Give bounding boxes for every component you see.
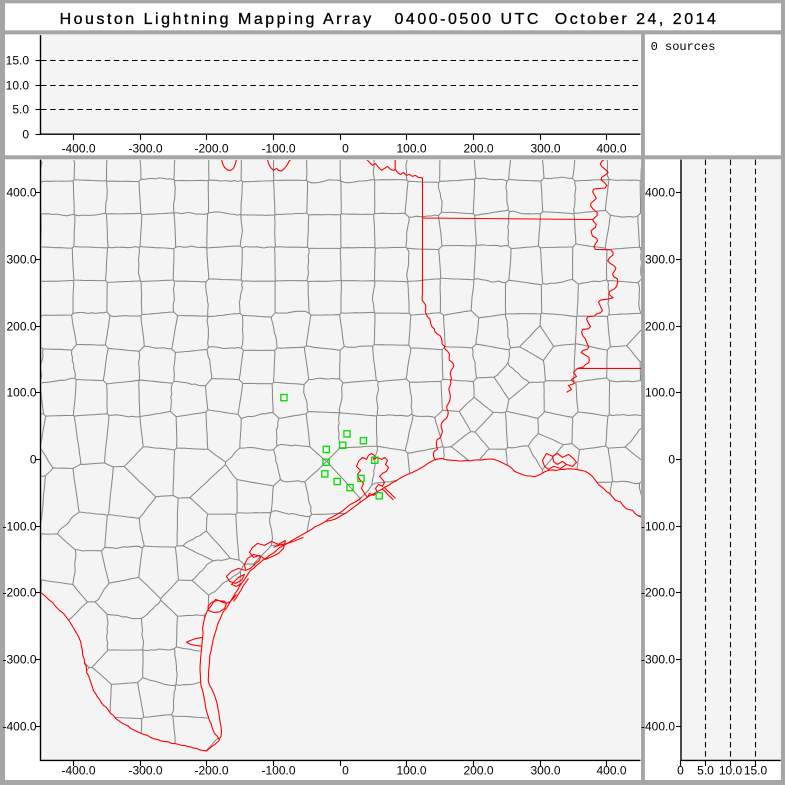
svg-text:5.0: 5.0	[12, 103, 29, 117]
svg-text:400.0: 400.0	[645, 186, 675, 200]
svg-text:400.0: 400.0	[596, 764, 626, 778]
svg-text:200.0: 200.0	[463, 764, 493, 778]
svg-text:0: 0	[677, 764, 684, 778]
svg-text:5.0: 5.0	[697, 764, 714, 778]
svg-text:0: 0	[342, 764, 349, 778]
svg-text:-100.0: -100.0	[261, 764, 295, 778]
svg-text:0: 0	[22, 128, 29, 142]
svg-text:0 sources: 0 sources	[651, 40, 716, 54]
svg-text:400.0: 400.0	[596, 142, 626, 156]
svg-text:400.0: 400.0	[6, 186, 36, 200]
svg-text:300.0: 300.0	[645, 253, 675, 267]
svg-text:15.0: 15.0	[744, 764, 768, 778]
svg-text:-400.0: -400.0	[61, 142, 95, 156]
svg-text:15.0: 15.0	[6, 54, 30, 68]
svg-text:-100.0: -100.0	[261, 142, 295, 156]
svg-text:-400.0: -400.0	[2, 720, 36, 734]
svg-text:0: 0	[30, 453, 37, 467]
svg-text:-200.0: -200.0	[641, 586, 675, 600]
svg-text:200.0: 200.0	[645, 320, 675, 334]
svg-text:300.0: 300.0	[530, 764, 560, 778]
svg-text:-400.0: -400.0	[641, 720, 675, 734]
svg-text:-100.0: -100.0	[641, 520, 675, 534]
svg-text:200.0: 200.0	[6, 320, 36, 334]
svg-text:-300.0: -300.0	[128, 142, 162, 156]
svg-text:-300.0: -300.0	[641, 653, 675, 667]
svg-text:0: 0	[668, 453, 675, 467]
svg-text:10.0: 10.0	[6, 79, 30, 93]
svg-text:-400.0: -400.0	[61, 764, 95, 778]
svg-text:0: 0	[342, 142, 349, 156]
svg-text:100.0: 100.0	[396, 764, 426, 778]
svg-text:-300.0: -300.0	[128, 764, 162, 778]
svg-text:-200.0: -200.0	[2, 586, 36, 600]
svg-text:200.0: 200.0	[463, 142, 493, 156]
svg-text:-100.0: -100.0	[2, 520, 36, 534]
svg-text:100.0: 100.0	[6, 386, 36, 400]
svg-text:-200.0: -200.0	[194, 142, 228, 156]
svg-text:300.0: 300.0	[6, 253, 36, 267]
svg-text:Houston Lightning Mapping Arra: Houston Lightning Mapping Array 0400-050…	[60, 11, 719, 28]
svg-text:100.0: 100.0	[645, 386, 675, 400]
svg-text:300.0: 300.0	[530, 142, 560, 156]
svg-text:10.0: 10.0	[719, 764, 743, 778]
svg-text:100.0: 100.0	[396, 142, 426, 156]
svg-text:-300.0: -300.0	[2, 653, 36, 667]
svg-text:-200.0: -200.0	[194, 764, 228, 778]
